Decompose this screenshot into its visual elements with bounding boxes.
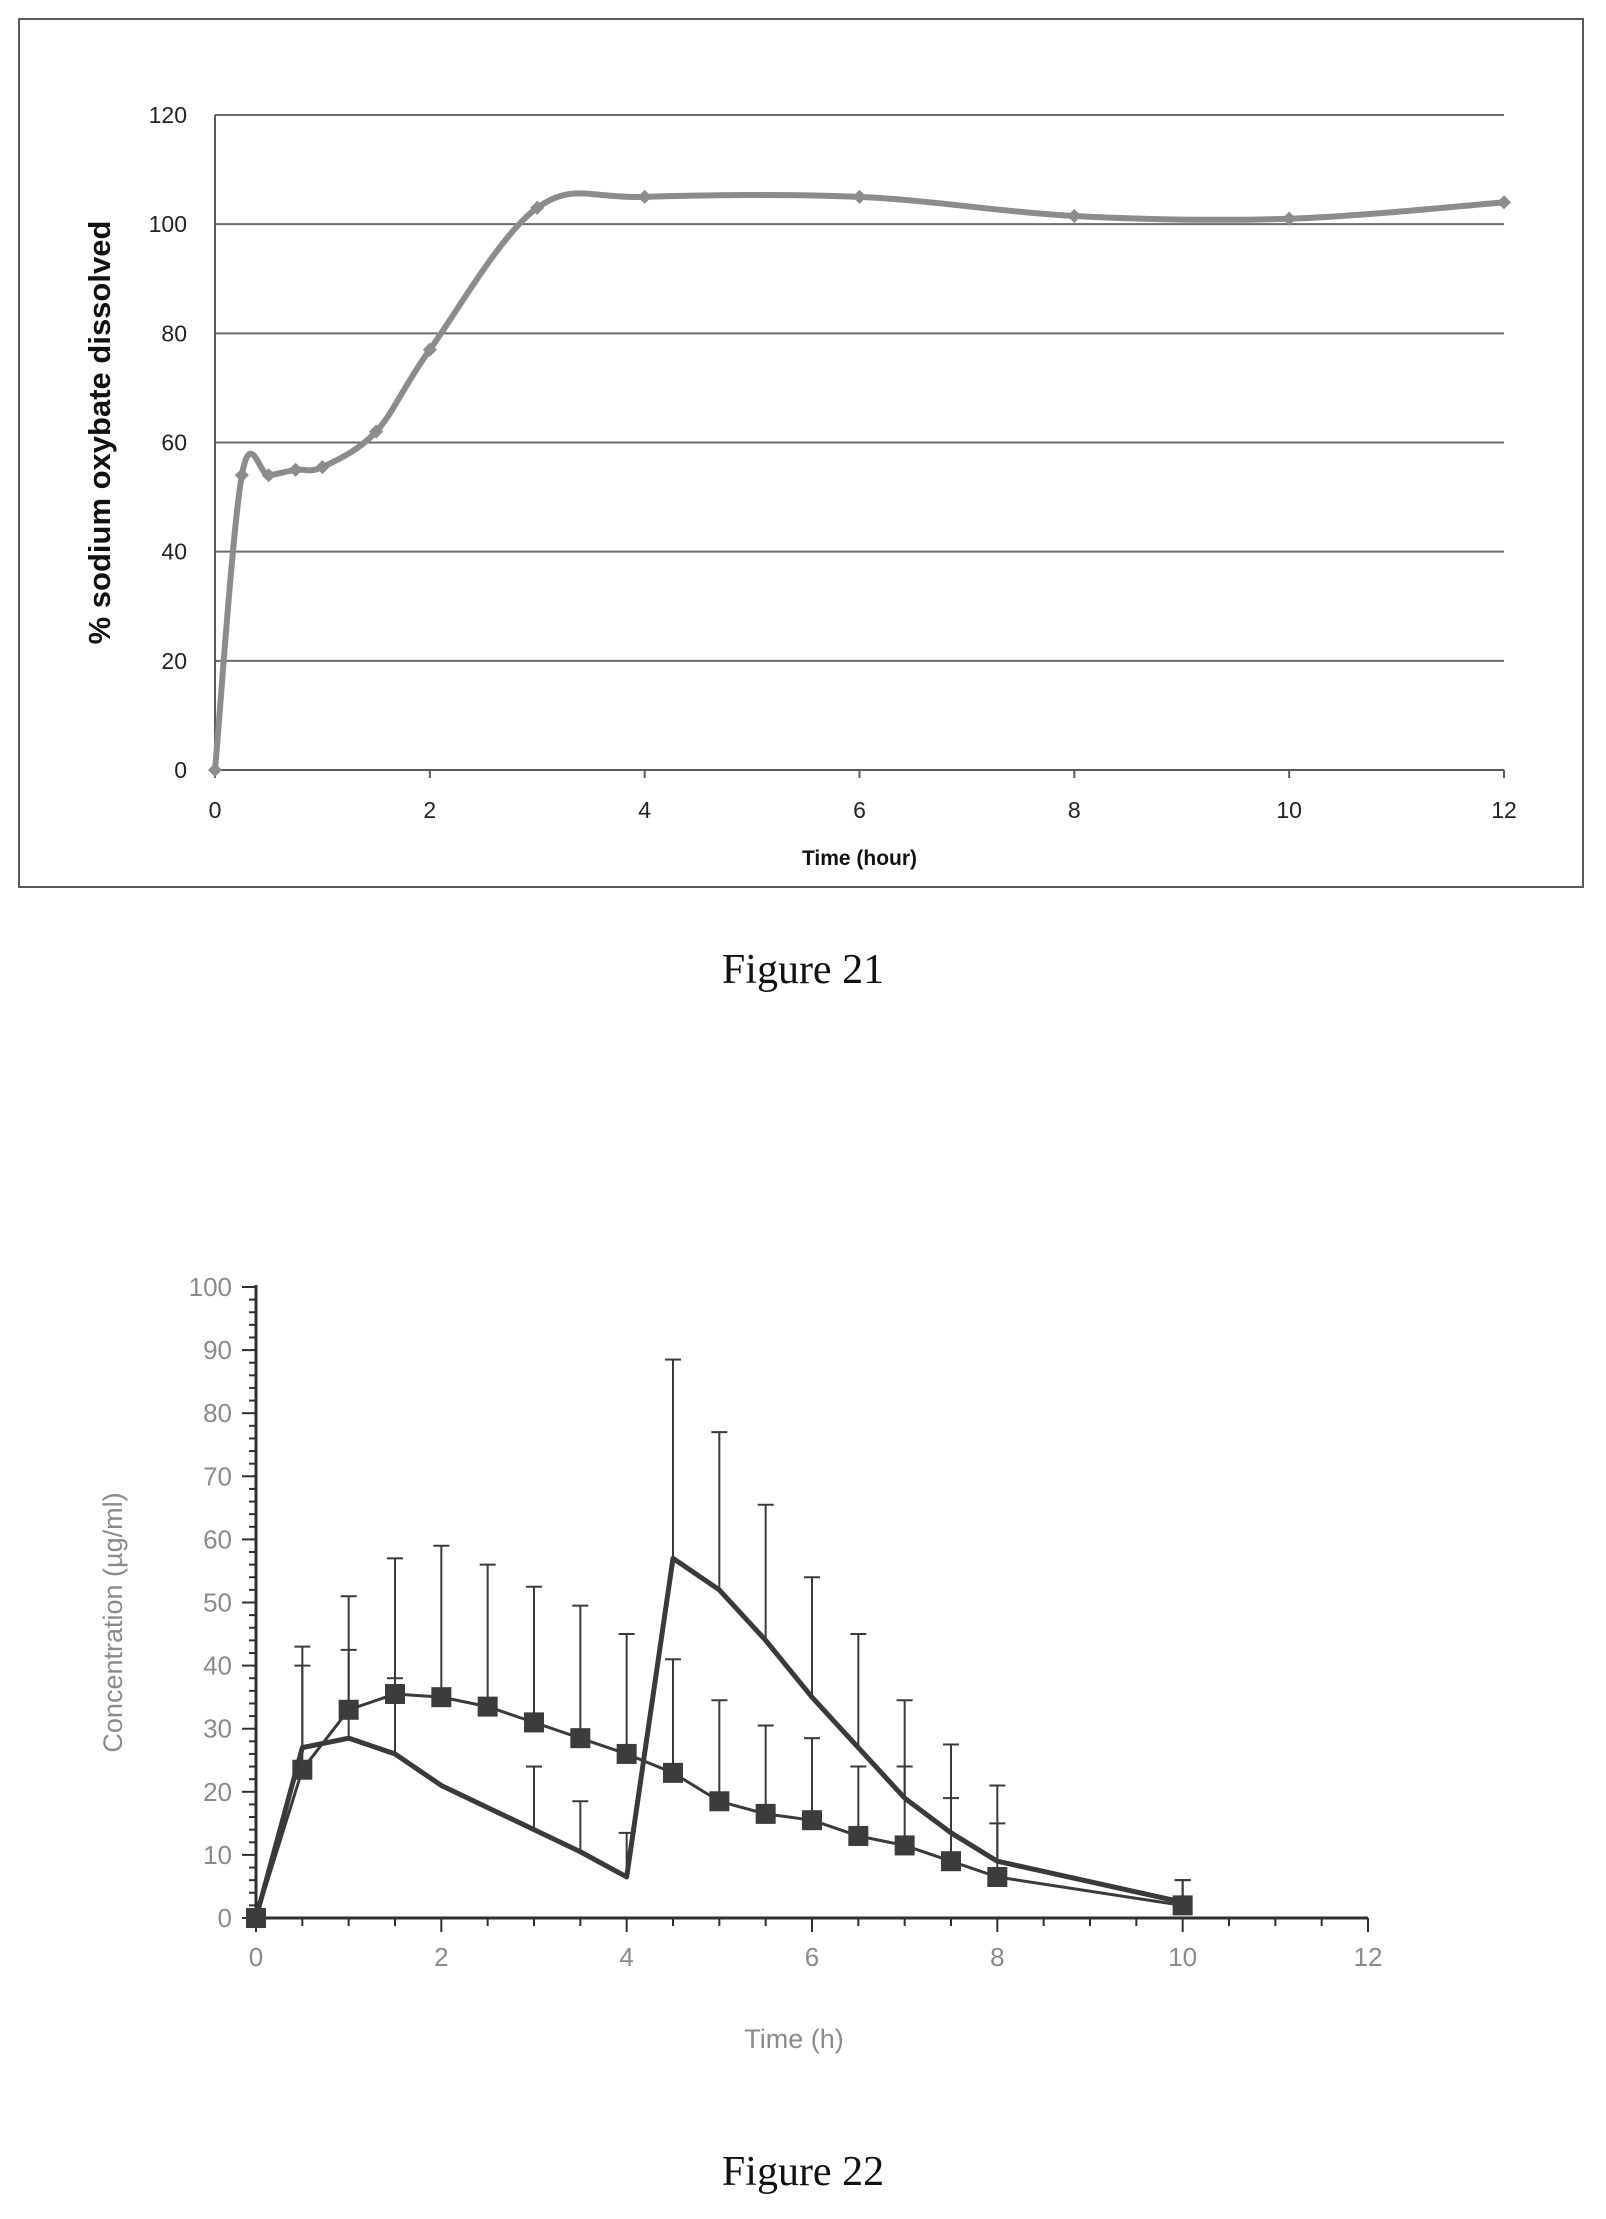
x-tick-label: 6 (805, 1942, 819, 1972)
x-tick-label: 12 (1491, 797, 1517, 823)
data-point-diamond (1496, 195, 1512, 210)
y-tick-label: 70 (203, 1461, 232, 1491)
x-tick-label: 8 (990, 1942, 1004, 1972)
series-line (212, 190, 1507, 773)
x-tick-label: 12 (1354, 1942, 1383, 1972)
y-tick-label: 50 (203, 1588, 232, 1618)
y-tick-label: 20 (161, 648, 187, 674)
y-axis-title: Concentration (µg/ml) (98, 1492, 128, 1752)
data-point-square (616, 1743, 637, 1764)
data-point-square (431, 1687, 452, 1708)
x-tick-label: 8 (1068, 797, 1081, 823)
figure-22-caption: Figure 22 (721, 2149, 885, 2195)
y-tick-label: 60 (161, 430, 187, 456)
data-point-diamond (207, 762, 223, 778)
y-axis-title: % sodium oxybate dissolved (82, 221, 117, 645)
data-point-square (477, 1696, 498, 1717)
y-tick-label: 100 (149, 211, 187, 237)
x-tick-label: 4 (638, 797, 651, 823)
x-axis-title: Time (hour) (802, 847, 917, 870)
data-point-diamond (315, 460, 330, 475)
y-tick-label: 80 (161, 320, 187, 346)
x-tick-label: 10 (1276, 797, 1302, 823)
series-2-line (253, 1555, 1184, 1919)
figure-21-caption: Figure 21 (721, 947, 885, 993)
data-point-square (941, 1851, 961, 1872)
y-tick-label: 30 (203, 1714, 232, 1744)
y-tick-label: 0 (174, 757, 187, 783)
x-tick-label: 10 (1168, 1942, 1197, 1972)
data-point-square (848, 1825, 869, 1846)
y-tick-label: 120 (149, 102, 187, 128)
y-tick-label: 80 (203, 1398, 232, 1428)
data-point-square (338, 1699, 359, 1720)
figure-21-frame (18, 18, 1584, 888)
y-tick-label: 10 (203, 1840, 232, 1870)
data-point-diamond (530, 200, 545, 215)
x-tick-label: 4 (619, 1942, 633, 1972)
x-tick-label: 0 (249, 1942, 263, 1972)
x-tick-label: 2 (434, 1942, 448, 1972)
data-point-square (570, 1728, 591, 1749)
y-tick-label: 90 (203, 1335, 232, 1365)
y-tick-label: 100 (189, 1272, 232, 1302)
data-point-diamond (637, 189, 652, 204)
data-point-square (663, 1762, 683, 1783)
data-point-square (755, 1803, 776, 1824)
data-point-square (385, 1683, 405, 1704)
y-tick-label: 20 (203, 1777, 232, 1807)
data-point-square (894, 1835, 915, 1856)
data-point-diamond (234, 468, 249, 483)
y-tick-label: 0 (218, 1903, 232, 1933)
y-tick-label: 40 (203, 1651, 232, 1681)
data-point-diamond (369, 424, 384, 439)
data-point-diamond (852, 189, 867, 204)
data-point-diamond (422, 342, 437, 357)
x-tick-label: 2 (423, 797, 436, 823)
y-tick-label: 40 (161, 539, 187, 565)
data-point-diamond (288, 462, 303, 477)
data-point-diamond (261, 468, 276, 483)
data-point-diamond (1067, 208, 1082, 224)
x-tick-label: 0 (209, 797, 222, 823)
figure-21-chart: 0 20 40 60 80 100 120 0 2 4 6 8 10 12 Time (hour) % sod… (82, 102, 1517, 870)
x-tick-label: 6 (853, 797, 866, 823)
x-axis-title: Time (h) (744, 2024, 844, 2054)
y-tick-label: 60 (203, 1524, 232, 1554)
data-point-square (802, 1810, 822, 1831)
data-point-square (524, 1712, 544, 1733)
data-point-diamond (1282, 211, 1297, 226)
data-point-square (987, 1866, 1008, 1887)
data-point-square (709, 1791, 730, 1812)
